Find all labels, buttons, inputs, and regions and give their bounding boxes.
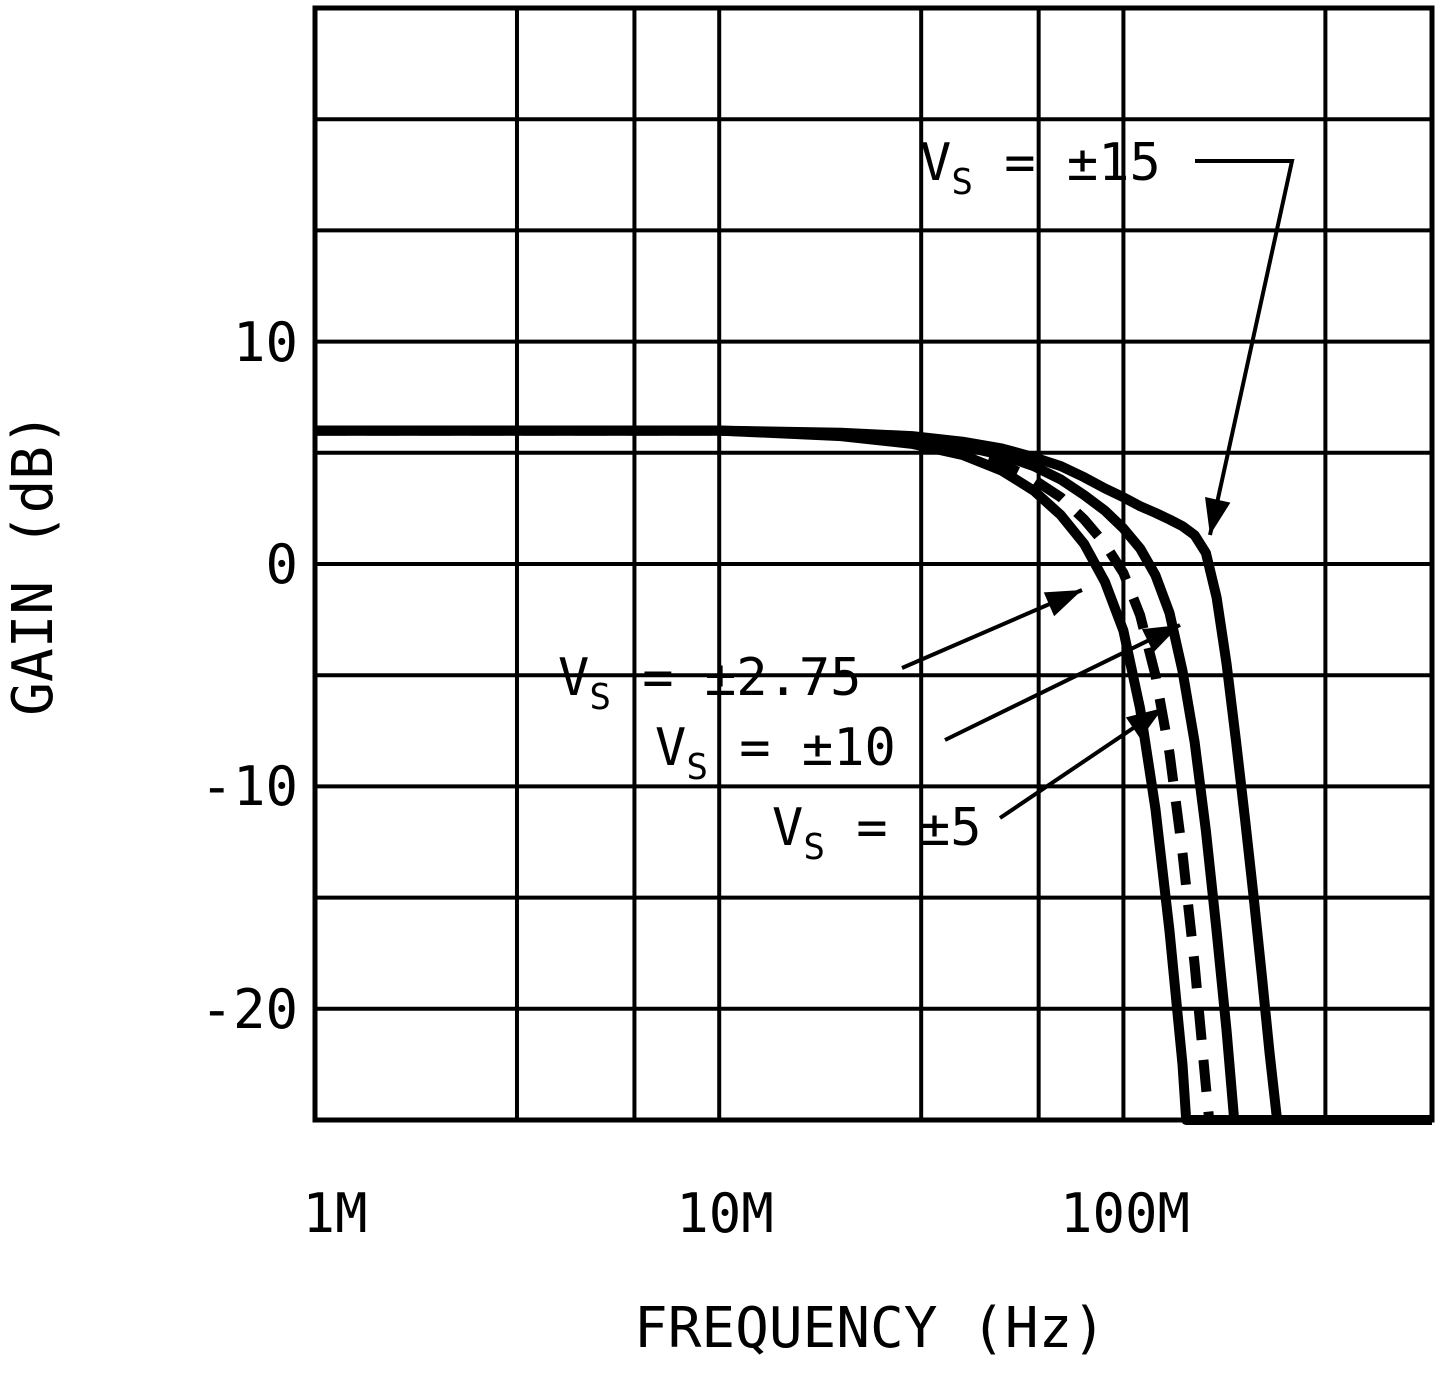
x-tick-1m: 1M <box>302 1182 367 1245</box>
x-axis-ticks: 1M 10M 100M <box>302 1182 1190 1245</box>
y-axis-title: GAIN (dB) <box>1 412 66 715</box>
x-tick-100m: 100M <box>1060 1182 1190 1245</box>
curves <box>315 425 1432 1125</box>
x-axis-title: FREQUENCY (Hz) <box>634 1296 1106 1361</box>
leader-vs-5 <box>998 706 1165 820</box>
annotation-vs-2p75: VS = ±2.75 <box>558 648 861 718</box>
y-tick-neg10: -10 <box>200 755 298 818</box>
leader-vs-10 <box>944 623 1181 742</box>
y-tick-10: 10 <box>233 311 298 374</box>
leader-vs-15 <box>1195 159 1295 536</box>
leader-vs-2p75 <box>901 588 1083 670</box>
x-tick-10m: 10M <box>676 1182 774 1245</box>
y-tick-0: 0 <box>265 533 298 596</box>
series-VS10 <box>315 425 1432 1125</box>
annotation-vs-5: VS = ±5 <box>772 798 982 868</box>
annotation-vs-15: VS = ±15 <box>920 133 1161 203</box>
y-tick-neg20: -20 <box>200 978 298 1041</box>
y-axis-ticks: 10 0 -10 -20 <box>200 311 298 1041</box>
annotation-vs-10: VS = ±10 <box>655 718 896 788</box>
plot-border <box>312 5 1435 1123</box>
annotation-leaders <box>901 159 1295 820</box>
series-VS2.75 <box>315 425 1432 1125</box>
